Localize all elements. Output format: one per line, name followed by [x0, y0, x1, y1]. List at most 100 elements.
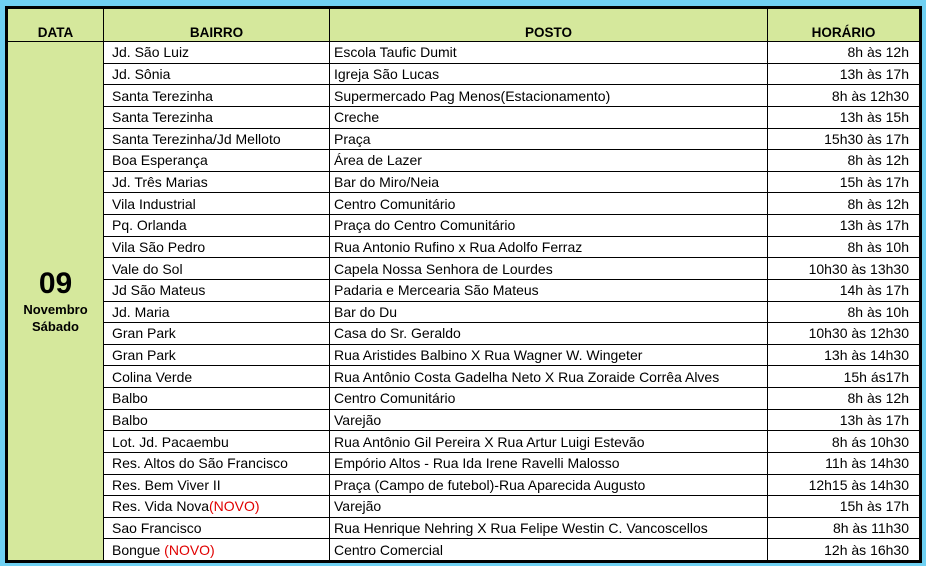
posto-cell: Bar do Du: [329, 300, 768, 324]
horario-cell: 8h às 12h: [767, 387, 920, 410]
bairro-name: Balbo: [112, 390, 148, 407]
table-row: Vale do Sol Capela Nossa Senhora de Lourd…: [8, 257, 920, 280]
bairro-name: Santa Terezinha: [112, 87, 213, 104]
posto-cell: Empório Altos - Rua Ida Irene Ravelli Ma…: [329, 451, 768, 475]
bairro-name: Gran Park: [112, 325, 176, 342]
horario-cell: 15h30 às 17h: [767, 127, 920, 151]
posto-cell: Casa do Sr. Geraldo: [329, 322, 768, 345]
posto-cell: Rua Henrique Nehring X Rua Felipe Westin…: [329, 516, 768, 540]
horario-cell: 8h às 12h: [767, 149, 920, 172]
header-data: DATA: [7, 8, 104, 42]
horario-cell: 12h15 às 14h30: [767, 473, 920, 497]
bairro-cell: Vila Industrial: [103, 192, 330, 215]
bairro-cell: Boa Esperança: [103, 149, 330, 172]
bairro-cell: Res. Altos do São Francisco: [103, 451, 330, 475]
table-row: Jd. Maria Bar do Du 8h às 10h: [8, 300, 920, 324]
table-row: Res. Altos do São Francisco Empório Altos…: [8, 451, 920, 475]
table-row: Res. Vida Nova(NOVO) Varejão 15h às 17h: [8, 495, 920, 518]
table-row: Colina Verde Rua Antônio Costa Gadelha Ne…: [8, 365, 920, 388]
horario-cell: 8h às 12h30: [767, 84, 920, 107]
header-horario: HORÁRIO: [767, 8, 920, 42]
date-month: Novembro: [23, 302, 88, 317]
bairro-name: Balbo: [112, 411, 148, 428]
horario-cell: 15h às 17h: [767, 170, 920, 194]
bairro-cell: Res. Vida Nova(NOVO): [103, 495, 330, 518]
schedule-table-frame: DATA BAIRRO POSTO HORÁRIO 09 Novembro Sá…: [5, 6, 922, 563]
table-row: Vila São Pedro Rua Antonio Rufino x Rua A…: [8, 235, 920, 259]
posto-cell: Praça (Campo de futebol)-Rua Aparecida A…: [329, 473, 768, 497]
horario-cell: 8h ás 10h30: [767, 430, 920, 453]
bairro-name: Pq. Orlanda: [112, 217, 187, 234]
bairro-name: Res. Altos do São Francisco: [112, 455, 288, 472]
bairro-name: Bongue: [112, 541, 165, 558]
posto-cell: Varejão: [329, 408, 768, 432]
posto-cell: Rua Antônio Gil Pereira X Rua Artur Luig…: [329, 430, 768, 453]
horario-cell: 13h às 17h: [767, 214, 920, 237]
table-row: Bongue (NOVO) Centro Comercial 12h às 16h3…: [8, 538, 920, 561]
header-bairro: BAIRRO: [103, 8, 330, 42]
posto-cell: Rua Antônio Costa Gadelha Neto X Rua Zor…: [329, 365, 768, 388]
bairro-cell: Colina Verde: [103, 365, 330, 388]
table-row: Vila Industrial Centro Comunitário 8h às 1…: [8, 192, 920, 215]
bairro-name: Jd. São Luiz: [112, 44, 190, 61]
table-row: Lot. Jd. Pacaembu Rua Antônio Gil Pereira…: [8, 430, 920, 453]
table-row: Pq. Orlanda Praça do Centro Comunitário 13…: [8, 214, 920, 237]
bairro-cell: Jd. Três Marias: [103, 170, 330, 194]
posto-cell: Bar do Miro/Neia: [329, 170, 768, 194]
horario-cell: 10h30 às 13h30: [767, 257, 920, 280]
bairro-cell: Balbo: [103, 387, 330, 410]
table-row: Santa Terezinha Creche 13h às 15h: [8, 105, 920, 129]
horario-cell: 8h às 10h: [767, 300, 920, 324]
horario-cell: 13h às 17h: [767, 408, 920, 432]
horario-cell: 12h às 16h30: [767, 538, 920, 561]
horario-cell: 15h ás17h: [767, 365, 920, 388]
table-row: Jd São Mateus Padaria e Mercearia São Mat…: [8, 278, 920, 302]
bairro-cell: Gran Park: [103, 322, 330, 345]
bairro-name: Santa Terezinha/Jd Melloto: [112, 130, 281, 147]
horario-cell: 15h às 17h: [767, 495, 920, 518]
horario-cell: 11h às 14h30: [767, 451, 920, 475]
bairro-name: Jd São Mateus: [112, 282, 206, 299]
horario-cell: 13h às 14h30: [767, 343, 920, 367]
posto-cell: Praça: [329, 127, 768, 151]
posto-cell: Varejão: [329, 495, 768, 518]
bairro-cell: Jd. Maria: [103, 300, 330, 324]
bairro-name: Lot. Jd. Pacaembu: [112, 433, 229, 450]
posto-cell: Rua Aristides Balbino X Rua Wagner W. Wi…: [329, 343, 768, 367]
bairro-name: Gran Park: [112, 347, 176, 364]
bairro-cell: Vila São Pedro: [103, 235, 330, 259]
posto-cell: Creche: [329, 105, 768, 129]
posto-cell: Praça do Centro Comunitário: [329, 214, 768, 237]
posto-cell: Capela Nossa Senhora de Lourdes: [329, 257, 768, 280]
horario-cell: 14h às 17h: [767, 278, 920, 302]
bairro-name: Santa Terezinha: [112, 109, 213, 126]
bairro-cell: Vale do Sol: [103, 257, 330, 280]
schedule-table: DATA BAIRRO POSTO HORÁRIO 09 Novembro Sá…: [7, 8, 920, 561]
date-day: 09: [38, 267, 73, 300]
date-cell: 09 Novembro Sábado: [7, 41, 104, 561]
posto-cell: Igreja São Lucas: [329, 62, 768, 86]
posto-cell: Centro Comunitário: [329, 192, 768, 215]
horario-cell: 13h às 17h: [767, 62, 920, 86]
table-row: Balbo Varejão 13h às 17h: [8, 408, 920, 432]
bairro-name: Jd. Três Marias: [112, 174, 208, 191]
table-row: 09 Novembro Sábado Jd. São Luiz Escola Tau…: [7, 41, 920, 561]
bairro-name: Res. Bem Viver II: [112, 476, 221, 493]
header-row: DATA BAIRRO POSTO HORÁRIO: [7, 8, 920, 42]
posto-cell: Supermercado Pag Menos(Estacionamento): [329, 84, 768, 107]
table-row: Sao Francisco Rua Henrique Nehring X Rua …: [8, 516, 920, 540]
bairro-name: Vale do Sol: [112, 260, 183, 277]
posto-cell: Área de Lazer: [329, 149, 768, 172]
bairro-cell: Gran Park: [103, 343, 330, 367]
posto-cell: Centro Comunitário: [329, 387, 768, 410]
table-row: Jd. Três Marias Bar do Miro/Neia 15h às 17…: [8, 170, 920, 194]
bairro-cell: Pq. Orlanda: [103, 214, 330, 237]
bairro-cell: Lot. Jd. Pacaembu: [103, 430, 330, 453]
bairro-name: Jd. Sônia: [112, 65, 171, 82]
table-row: Gran Park Rua Aristides Balbino X Rua Wag…: [8, 343, 920, 367]
horario-cell: 13h às 15h: [767, 105, 920, 129]
bairro-cell: Bongue (NOVO): [103, 538, 330, 561]
posto-cell: Padaria e Mercearia São Mateus: [329, 278, 768, 302]
table-row: Res. Bem Viver II Praça (Campo de futebol…: [8, 473, 920, 497]
bairro-cell: Sao Francisco: [103, 516, 330, 540]
